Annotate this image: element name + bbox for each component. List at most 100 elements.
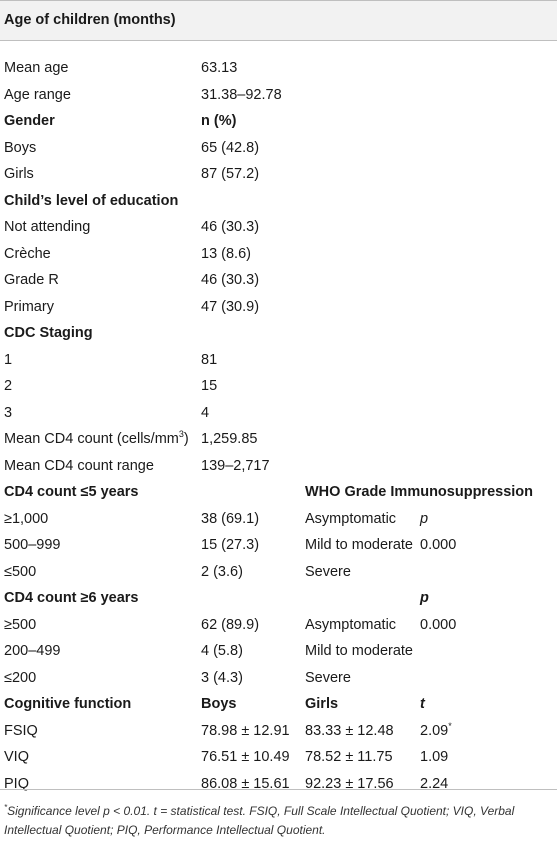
cell-col-2: 81 — [201, 347, 217, 374]
cell-col-2: 2 (3.6) — [201, 559, 243, 586]
cell-text: 2.09 — [420, 722, 449, 739]
cell-text: Asymptomatic — [305, 510, 397, 527]
cell-text: 1 — [4, 351, 13, 368]
cell-text: PIQ — [4, 775, 29, 792]
cell-col-2: 65 (42.8) — [201, 135, 259, 162]
cell-col-1: 3 — [4, 400, 12, 427]
cell-text: Girls — [305, 696, 339, 712]
cell-col-1: 2 — [4, 373, 12, 400]
cell-col-3: 92.23 ± 17.56 — [305, 771, 394, 798]
table-row: 500–999 15 (27.3) Mild to moderate 0.000 — [0, 532, 557, 559]
cell-col-1: Grade R — [4, 267, 59, 294]
cell-col-1: ≤500 — [4, 559, 36, 586]
cell-text: Primary — [4, 298, 54, 315]
cell-text: 3 — [4, 404, 13, 421]
cell-col-2: 4 — [201, 400, 209, 427]
cell-text: ≤500 — [4, 563, 37, 580]
cell-col-1: Primary — [4, 294, 54, 321]
section-header-row: CD4 count ≥6 years p — [0, 585, 557, 612]
table-row: FSIQ 78.98 ± 12.91 83.33 ± 12.48 2.09* — [0, 718, 557, 745]
cell-col-2: 13 (8.6) — [201, 241, 251, 268]
cell-col-1: ≥500 — [4, 612, 36, 639]
cell-col-2: 46 (30.3) — [201, 267, 259, 294]
table-row: Crèche 13 (8.6) — [0, 241, 557, 268]
cell-text: p — [420, 510, 429, 527]
cell-col-2: n (%) — [201, 108, 236, 135]
cell-text: CD4 count ≥6 years — [4, 590, 139, 606]
cell-col-1: CDC Staging — [4, 320, 93, 347]
cell-text: 2.24 — [420, 775, 449, 792]
cell-col-2: Boys — [201, 691, 236, 718]
cell-text: 500–999 — [4, 537, 61, 553]
cell-col-1: Boys — [4, 135, 36, 162]
cell-text: 92.23 ± 17.56 — [305, 775, 394, 792]
cell-col-1: Crèche — [4, 241, 51, 268]
cell-col-1: Cognitive function — [4, 691, 131, 718]
table-row: PIQ 86.08 ± 15.61 92.23 ± 17.56 2.24 — [0, 771, 557, 798]
cell-text: n (%) — [201, 113, 237, 129]
cell-text: Not attending — [4, 219, 91, 235]
cell-col-1: ≤200 — [4, 665, 36, 692]
cell-col-1: Gender — [4, 108, 55, 135]
cell-text: 2 (3.6) — [201, 563, 243, 580]
cell-text: 4 — [201, 404, 210, 421]
cell-col-4: 1.09 — [420, 744, 448, 771]
cell-text: 78.52 ± 11.75 — [305, 749, 393, 765]
table-row: Age range 31.38–92.78 — [0, 82, 557, 109]
cell-text: Mild to moderate — [305, 537, 413, 553]
cell-text: Severe — [305, 563, 351, 580]
cell-text: ≤200 — [4, 669, 37, 686]
cell-text: Crèche — [4, 245, 51, 262]
cell-text: 1.09 — [420, 749, 449, 765]
cell-col-1: 200–499 — [4, 638, 60, 665]
cell-col-4: 0.000 — [420, 532, 456, 559]
table-row: ≤500 2 (3.6) Severe — [0, 559, 557, 586]
cell-col-2: 87 (57.2) — [201, 161, 259, 188]
top-rule — [0, 0, 557, 1]
cell-text: 15 — [201, 378, 218, 394]
cell-text: 46 (30.3) — [201, 219, 260, 235]
cell-text: 200–499 — [4, 643, 61, 659]
table-row: VIQ 76.51 ± 10.49 78.52 ± 11.75 1.09 — [0, 744, 557, 771]
cell-text: 83.33 ± 12.48 — [305, 722, 394, 739]
cell-col-2: 139–2,717 — [201, 453, 270, 480]
cell-text: Mild to moderate — [305, 643, 413, 659]
cell-text: Severe — [305, 669, 351, 686]
cell-col-2: 15 (27.3) — [201, 532, 259, 559]
cell-text-suffix: ) — [183, 431, 189, 447]
cell-text: Age range — [4, 86, 71, 103]
cell-text: 15 (27.3) — [201, 537, 260, 553]
cell-text: 65 (42.8) — [201, 139, 260, 156]
footnote-marker: * — [4, 803, 8, 812]
cell-text: Mean age — [4, 60, 69, 76]
cell-col-4: p — [420, 506, 428, 533]
cell-text: Girls — [4, 166, 34, 182]
cell-col-2: 31.38–92.78 — [201, 82, 282, 109]
table-row: Girls 87 (57.2) — [0, 161, 557, 188]
cell-text: 4 (5.8) — [201, 643, 243, 659]
table-row: Grade R 46 (30.3) — [0, 267, 557, 294]
section-header-row: CD4 count ≤5 years WHO Grade Immunosuppre… — [0, 479, 557, 506]
cell-col-3: Severe — [305, 665, 351, 692]
table-row: Primary 47 (30.9) — [0, 294, 557, 321]
cell-text: Mean CD4 count (cells/mm — [4, 431, 179, 447]
table-row: ≤200 3 (4.3) Severe — [0, 665, 557, 692]
cell-col-2: 76.51 ± 10.49 — [201, 744, 290, 771]
section-header-row: Gender n (%) — [0, 108, 557, 135]
table-footnote: *Significance level p < 0.01. t = statis… — [4, 802, 552, 840]
cell-text: 78.98 ± 12.91 — [201, 722, 290, 739]
bottom-rule — [0, 789, 557, 790]
cell-text: 47 (30.9) — [201, 298, 260, 315]
cell-col-3: Mild to moderate — [305, 638, 413, 665]
cell-text: ≥1,000 — [4, 510, 49, 527]
cell-text: FSIQ — [4, 722, 38, 739]
table-row: 1 81 — [0, 347, 557, 374]
cell-col-1: PIQ — [4, 771, 29, 798]
cell-col-1: Mean CD4 count (cells/mm3) — [4, 426, 189, 453]
cell-col-1: CD4 count ≥6 years — [4, 585, 138, 612]
cell-text: ≥500 — [4, 616, 37, 633]
cell-text: Gender — [4, 113, 55, 129]
cell-col-2: 78.98 ± 12.91 — [201, 718, 290, 745]
cell-text: Boys — [201, 696, 237, 712]
cell-col-2: 46 (30.3) — [201, 214, 259, 241]
